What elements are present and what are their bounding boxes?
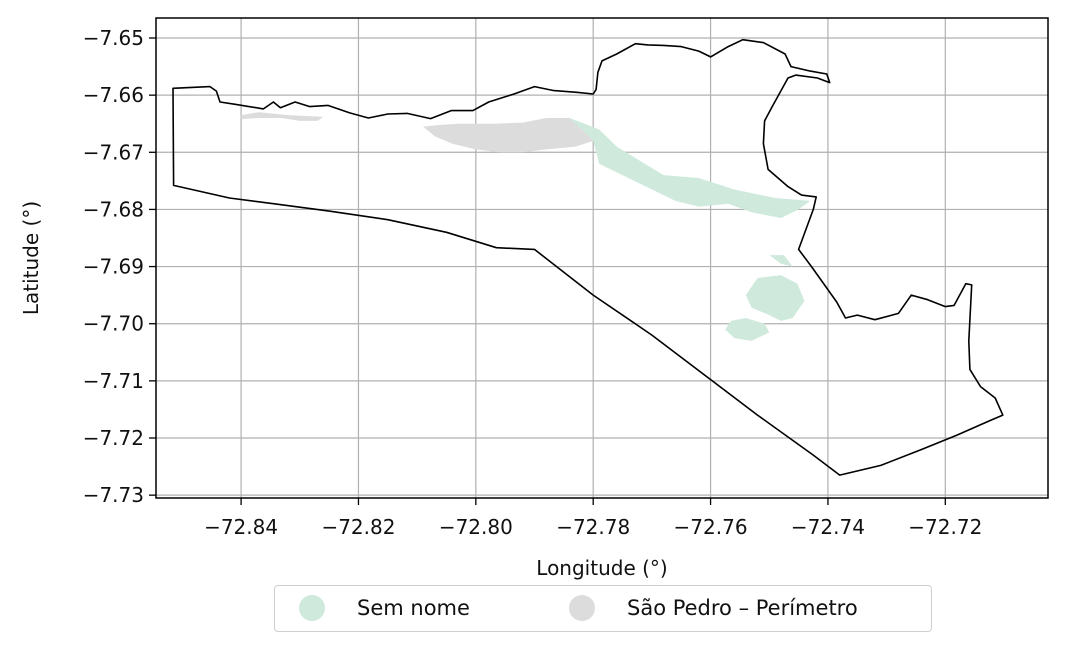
grid-lines xyxy=(156,18,1048,498)
y-tick-label: −7.73 xyxy=(83,483,144,507)
x-axis-label: Longitude (°) xyxy=(536,556,667,580)
legend: Sem nome São Pedro – Perímetro xyxy=(274,585,932,632)
y-tick-label: −7.67 xyxy=(83,140,144,164)
map-areas xyxy=(241,112,811,341)
y-tick-label: −7.70 xyxy=(83,312,144,336)
sao-pedro-perimetro-area xyxy=(423,118,594,153)
municipality-boundary-layer xyxy=(172,38,1004,476)
sem-nome-area xyxy=(725,318,770,341)
x-tick-label: −72.82 xyxy=(321,515,395,539)
axis-ticks: −72.84 −72.82 −72.80 −72.78 −72.76 −72.74 −72.… xyxy=(83,26,983,539)
legend-item-sao-pedro-perimetro: São Pedro – Perímetro xyxy=(569,595,858,621)
y-tick-label: −7.69 xyxy=(83,255,144,279)
y-tick-label: −7.72 xyxy=(83,426,144,450)
legend-label: São Pedro – Perímetro xyxy=(627,596,858,620)
plot-frame xyxy=(155,17,1049,499)
sem-nome-area xyxy=(769,255,793,267)
x-tick-label: −72.74 xyxy=(791,515,865,539)
y-tick-label: −7.71 xyxy=(83,369,144,393)
y-tick-label: −7.66 xyxy=(83,83,144,107)
x-tick-label: −72.76 xyxy=(674,515,748,539)
legend-swatch-sem-nome xyxy=(299,595,325,621)
y-tick-label: −7.65 xyxy=(83,26,144,50)
x-tick-label: −72.84 xyxy=(204,515,278,539)
x-tick-label: −72.72 xyxy=(908,515,982,539)
sem-nome-area xyxy=(569,118,811,218)
legend-item-sem-nome: Sem nome xyxy=(299,595,470,621)
x-tick-label: −72.80 xyxy=(439,515,513,539)
legend-swatch-sao-pedro-perimetro xyxy=(569,595,595,621)
legend-label: Sem nome xyxy=(357,596,470,620)
sem-nome-area xyxy=(745,275,805,321)
y-axis-label: Latitude (°) xyxy=(19,201,43,315)
y-tick-label: −7.68 xyxy=(83,197,144,221)
sao-pedro-perimetro-area xyxy=(241,112,324,121)
x-tick-label: −72.78 xyxy=(556,515,630,539)
municipality-boundary xyxy=(172,38,1004,476)
